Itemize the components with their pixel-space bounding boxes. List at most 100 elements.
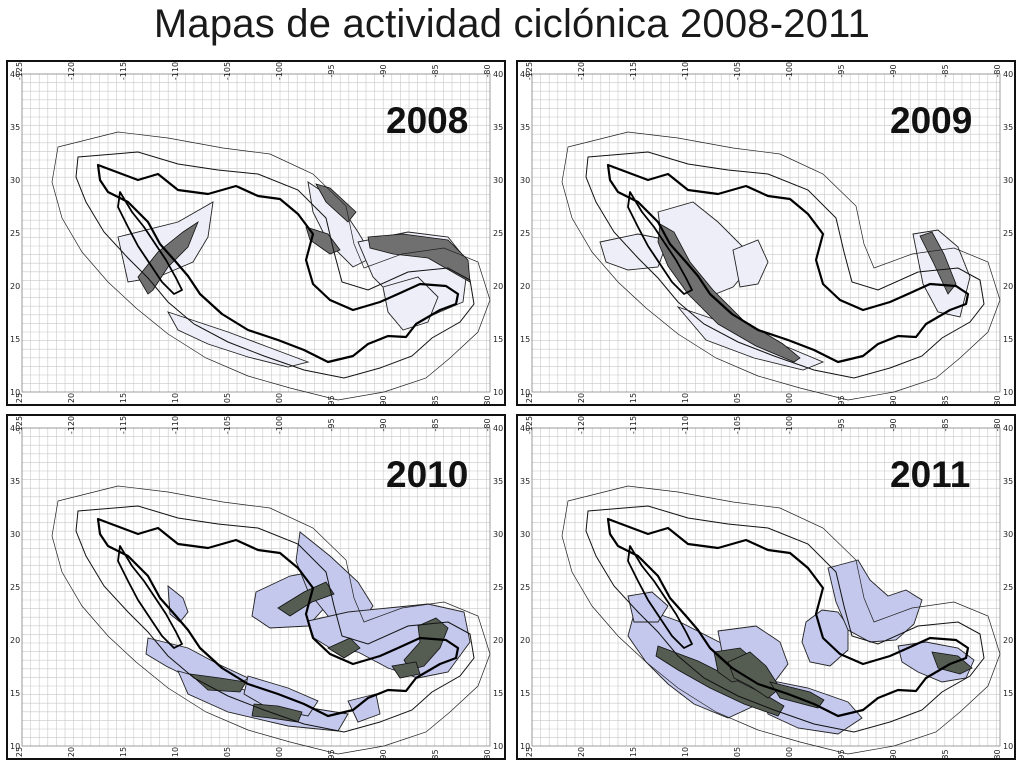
y-tick-label: 25	[520, 229, 530, 238]
mexico-outline	[96, 517, 460, 718]
y-tick-label: 35	[10, 477, 20, 486]
cyclone-zone-light	[382, 276, 439, 331]
baja-outline	[117, 545, 183, 649]
x-tick-label: -95	[837, 749, 846, 758]
x-tick-label: -120	[67, 393, 76, 404]
outer-contour	[51, 485, 491, 755]
y-tick-label: 20	[10, 636, 20, 645]
baja-outline	[627, 191, 693, 295]
y-tick-label: 40	[10, 424, 20, 433]
y-tick-label: 20	[520, 636, 530, 645]
x-tick-label: -105	[733, 62, 742, 80]
x-tick-label: -105	[223, 62, 232, 80]
x-tick-label: -120	[67, 416, 76, 434]
x-tick-label: -100	[785, 393, 794, 404]
cyclone-zone-light	[167, 311, 310, 368]
x-tick-label: -125	[15, 747, 24, 758]
x-tick-label: -110	[171, 416, 180, 434]
x-tick-label: -110	[171, 747, 180, 758]
y-tick-label: 40	[520, 424, 530, 433]
y-tick-label: 10	[520, 388, 530, 397]
x-tick-label: -115	[119, 62, 128, 80]
y-tick-label: 25	[10, 229, 20, 238]
middle-contour	[75, 505, 475, 733]
x-tick-label: -95	[837, 395, 846, 404]
y-tick-label: 40	[1003, 424, 1013, 433]
x-tick-label: -90	[379, 749, 388, 758]
grid	[531, 427, 1001, 747]
x-tick-label: -125	[15, 393, 24, 404]
y-tick-label: 20	[1003, 282, 1013, 291]
x-tick-label: -110	[681, 416, 690, 434]
x-tick-label: -120	[67, 747, 76, 758]
x-tick-label: -90	[889, 418, 898, 431]
y-tick-label: 35	[1003, 123, 1013, 132]
x-tick-label: -115	[119, 747, 128, 758]
x-tick-label: -105	[223, 393, 232, 404]
y-tick-label: 10	[493, 388, 503, 397]
x-tick-label: -100	[785, 747, 794, 758]
grid	[531, 73, 1001, 393]
x-tick-label: -80	[483, 64, 492, 77]
x-tick-label: -85	[431, 395, 440, 404]
map-2009: -125 -125 -120 -120 -115 -115 -110 -110 -105 -105…	[520, 62, 1013, 404]
x-tick-label: -105	[223, 416, 232, 434]
y-tick-label: 10	[10, 388, 20, 397]
x-tick-label: -125	[525, 747, 534, 758]
x-tick-label: -80	[483, 749, 492, 758]
y-tick-label: 25	[520, 583, 530, 592]
x-tick-label: -125	[15, 62, 24, 80]
y-tick-label: 30	[493, 530, 503, 539]
x-tick-label: -90	[379, 418, 388, 431]
cyclone-zone-dark	[277, 581, 335, 617]
x-tick-label: -110	[681, 393, 690, 404]
map-panel-2009: -125 -125 -120 -120 -115 -115 -110 -110 -105 -105…	[516, 60, 1016, 406]
cyclone-zone-dark	[919, 231, 957, 295]
x-tick-label: -85	[941, 749, 950, 758]
x-tick-label: -100	[275, 416, 284, 434]
x-tick-label: -110	[681, 62, 690, 80]
x-tick-label: -90	[379, 64, 388, 77]
outer-contour	[561, 131, 1001, 401]
y-tick-label: 30	[10, 176, 20, 185]
x-tick-label: -100	[275, 393, 284, 404]
y-tick-label: 35	[493, 477, 503, 486]
y-tick-label: 30	[520, 530, 530, 539]
x-tick-label: -110	[171, 62, 180, 80]
x-tick-label: -95	[327, 418, 336, 431]
x-tick-label: -115	[629, 416, 638, 434]
mexico-outline	[606, 163, 970, 364]
map-panel-2010: -125 -125 -120 -120 -115 -115 -110 -110 -105 -105…	[6, 414, 506, 760]
x-tick-label: -120	[577, 393, 586, 404]
x-tick-label: -85	[431, 64, 440, 77]
x-tick-label: -115	[119, 393, 128, 404]
y-tick-label: 25	[1003, 229, 1013, 238]
x-tick-label: -100	[785, 62, 794, 80]
y-tick-label: 35	[520, 123, 530, 132]
cyclone-zone-light	[801, 609, 849, 667]
y-tick-label: 35	[10, 123, 20, 132]
middle-contour	[585, 151, 985, 379]
cyclone-zone-light	[117, 201, 214, 283]
x-tick-label: -120	[577, 416, 586, 434]
cyclone-zone-dark	[403, 617, 449, 671]
x-tick-label: -125	[525, 393, 534, 404]
x-tick-label: -85	[941, 418, 950, 431]
year-label: 2009	[890, 100, 973, 141]
x-tick-label: -80	[483, 418, 492, 431]
y-tick-label: 15	[10, 335, 20, 344]
cyclone-zone-dark	[137, 220, 199, 295]
x-tick-label: -115	[119, 416, 128, 434]
y-tick-label: 20	[493, 636, 503, 645]
y-tick-label: 35	[493, 123, 503, 132]
cyclone-zone-dark	[327, 637, 361, 659]
y-tick-label: 40	[1003, 70, 1013, 79]
x-tick-label: -95	[327, 749, 336, 758]
outer-contour	[561, 485, 1001, 755]
x-tick-label: -125	[525, 416, 534, 434]
baja-outline	[117, 191, 183, 295]
y-tick-label: 10	[520, 742, 530, 751]
x-tick-label: -115	[629, 62, 638, 80]
x-tick-label: -115	[629, 393, 638, 404]
y-tick-label: 30	[10, 530, 20, 539]
